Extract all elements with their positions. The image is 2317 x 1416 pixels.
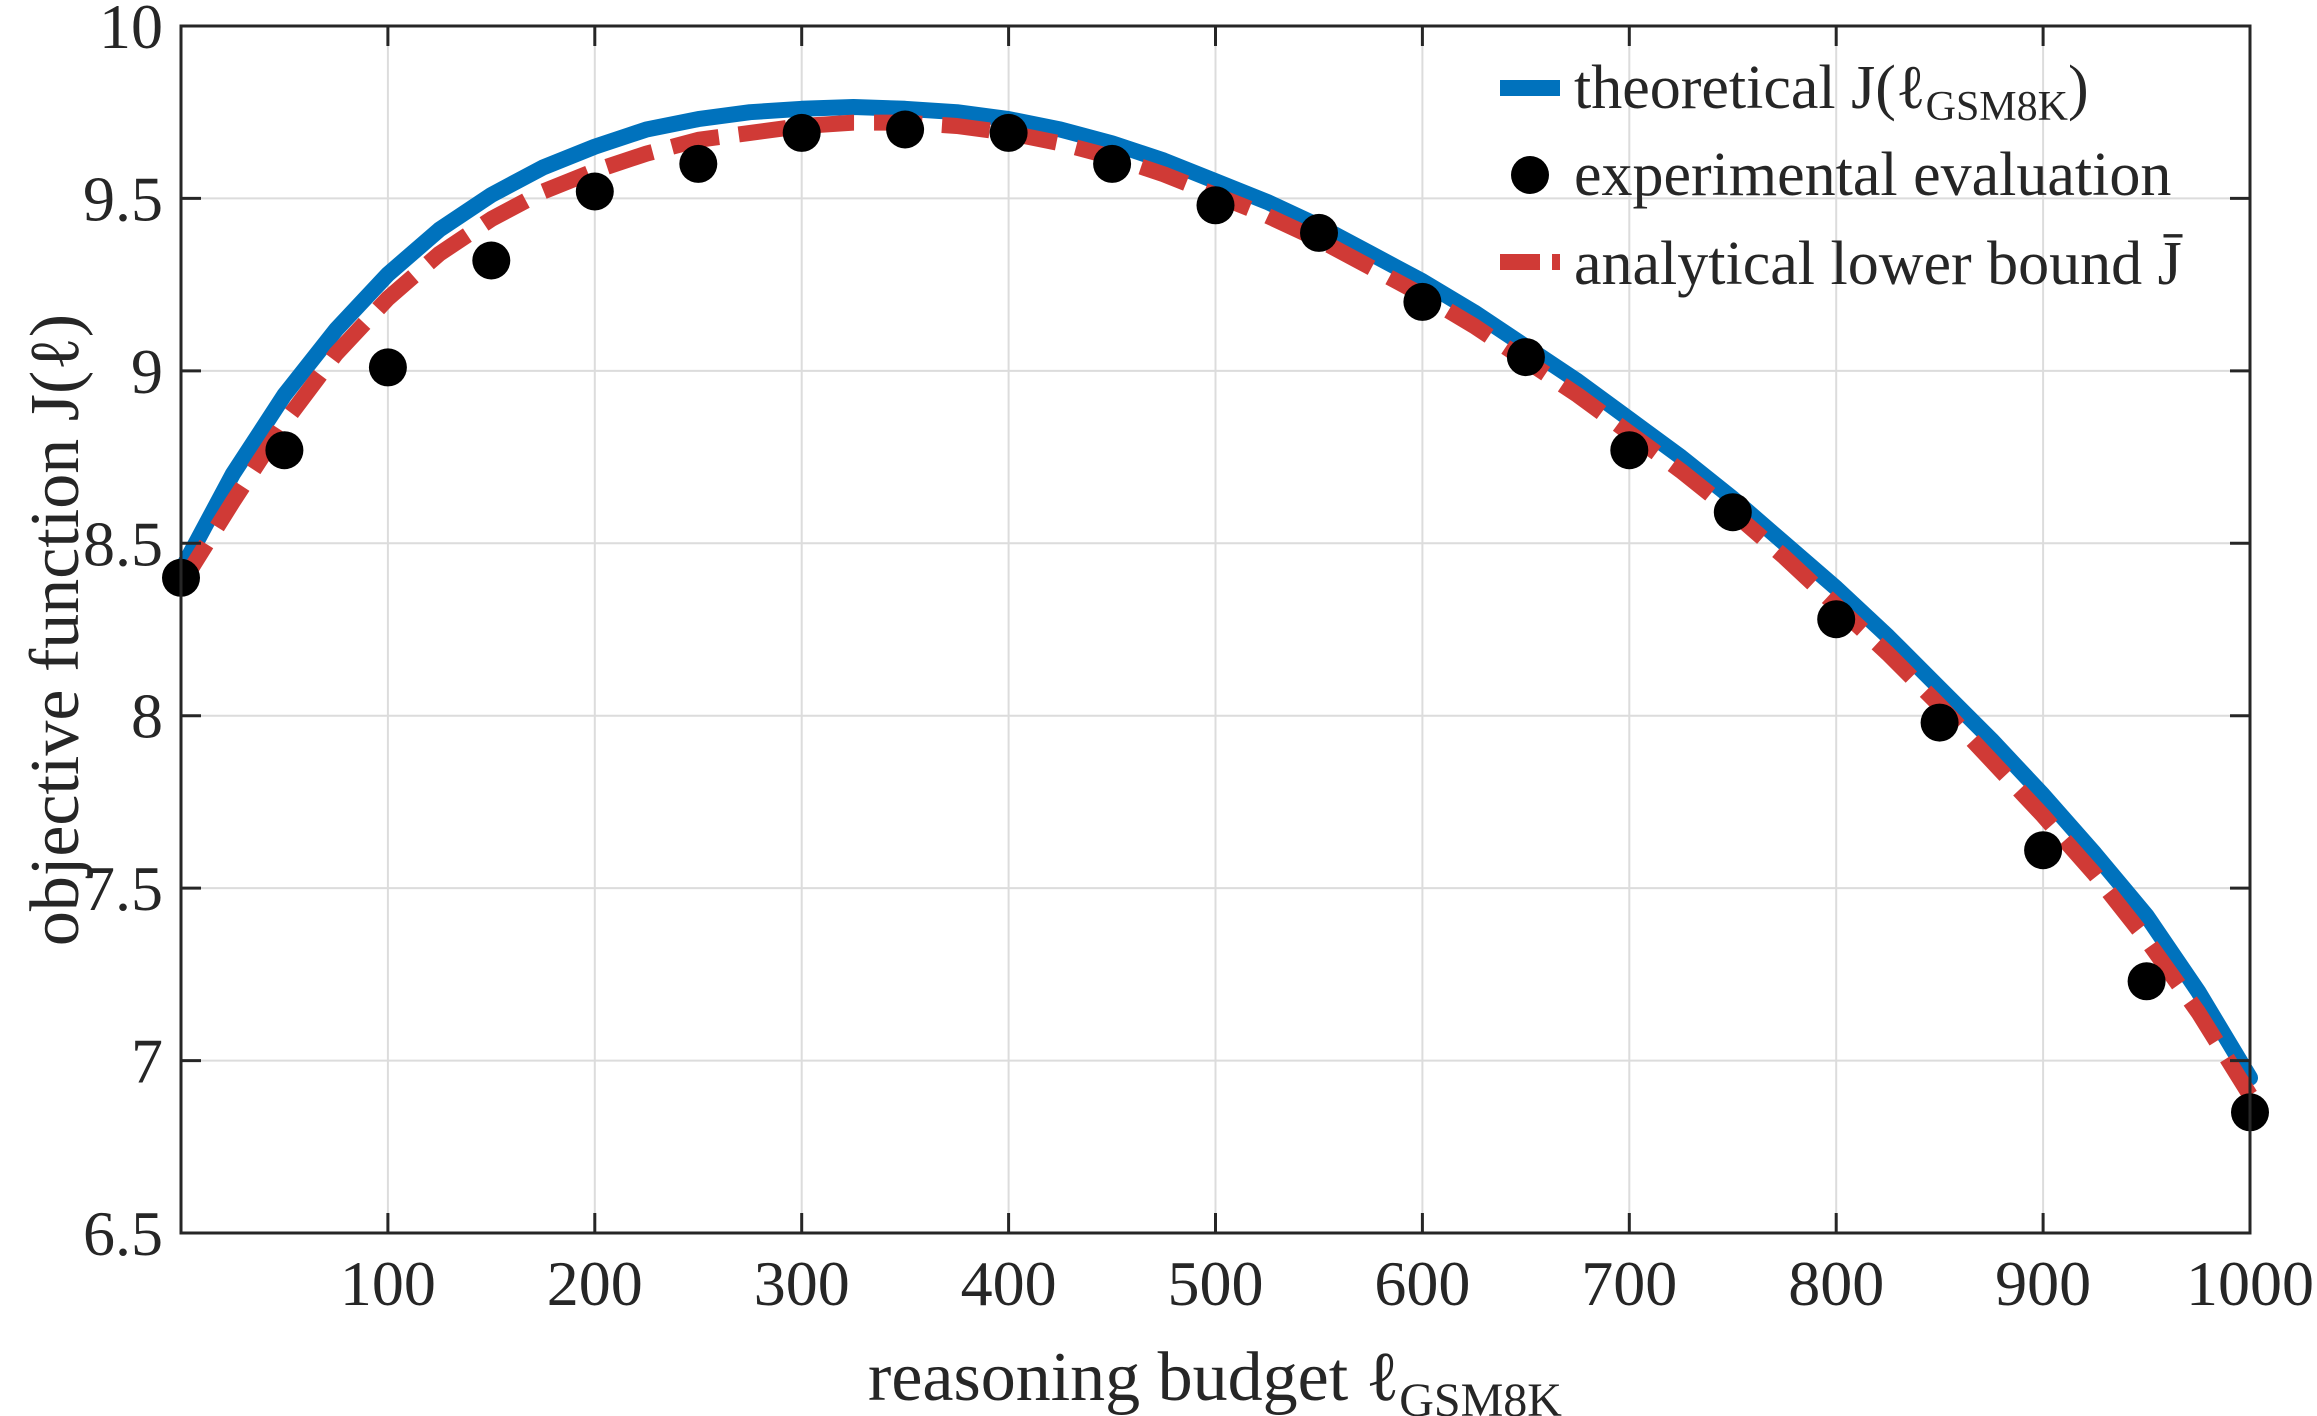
y-tick-label: 8.5 [83,508,163,579]
experimental-point [2127,962,2166,1001]
x-axis-label: reasoning budget ℓGSM8K [868,1339,1562,1416]
experimental-point [2024,831,2063,870]
experimental-point [575,172,614,211]
x-tick-label: 700 [1581,1248,1677,1319]
legend-label-lower-bound: analytical lower bound J̄ [1574,230,2183,298]
y-tick-label: 10 [99,0,163,62]
experimental-point [472,241,511,280]
experimental-point [1920,703,1959,742]
experimental-point [1610,431,1649,470]
legend-marker-experimental [1511,156,1549,194]
experimental-point [886,110,925,149]
ticks [181,24,2252,1235]
experimental-point [782,113,821,152]
experimental-point [1817,600,1856,639]
x-tick-label: 300 [754,1248,850,1319]
y-tick-label: 6.5 [83,1198,163,1269]
x-tick-label: 900 [1995,1248,2091,1319]
y-tick-label: 7.5 [83,853,163,924]
y-tick-label: 9 [131,336,163,407]
series-line-theoretical [173,99,2258,1086]
y-axis-label: objective function J(ℓ) [17,314,94,946]
x-tick-label: 800 [1788,1248,1884,1319]
experimental-point [1093,144,1132,183]
x-tick-label: 1000 [2186,1248,2314,1319]
x-tick-label: 100 [340,1248,436,1319]
experimental-point [368,348,407,387]
legend-label-theoretical: theoretical J(ℓGSM8K) [1574,54,2089,130]
experimental-point [265,431,304,470]
series-layer [162,99,2269,1132]
experimental-point [1713,493,1752,532]
y-tick-label: 8 [131,681,163,752]
experimental-point [989,113,1028,152]
experimental-point [1403,282,1442,321]
x-tick-label: 600 [1374,1248,1470,1319]
experimental-point [1506,338,1545,377]
y-tick-label: 9.5 [83,163,163,234]
legend-label-experimental: experimental evaluation [1574,141,2171,209]
experimental-point [679,144,718,183]
experimental-point [1196,186,1235,225]
y-tick-label: 7 [131,1026,163,1097]
tick-labels: 100 200 300 400 500 600 700 800 900 1000 6.5 7 7.5 8 8… [83,0,2314,1319]
experimental-point [1300,213,1338,252]
legend: theoretical J(ℓGSM8K) experimental evalu… [1500,54,2183,298]
x-tick-label: 500 [1168,1248,1264,1319]
x-tick-label: 400 [961,1248,1057,1319]
x-tick-label: 200 [547,1248,643,1319]
